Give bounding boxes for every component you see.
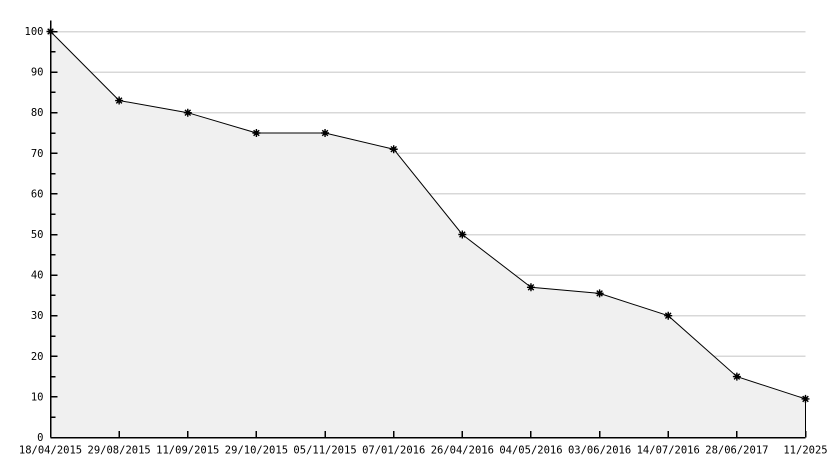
- x-tick-label: 14/07/2016: [637, 445, 700, 457]
- data-point-marker: [116, 98, 122, 103]
- x-tick-label: 28/06/2017: [705, 445, 768, 457]
- data-point-marker: [322, 130, 328, 136]
- y-tick-label: 40: [31, 270, 44, 282]
- series-line: [50, 31, 806, 400]
- y-tick-label: 90: [31, 67, 44, 79]
- data-point-marker: [185, 110, 190, 115]
- y-tick-label: 70: [31, 148, 44, 160]
- y-tick-label: 50: [31, 229, 44, 241]
- data-point-marker: [734, 374, 740, 379]
- y-tick-label: 30: [31, 310, 44, 322]
- x-tick-label: 03/06/2016: [568, 445, 631, 457]
- y-tick-label: 80: [31, 107, 44, 119]
- data-point-marker: [666, 313, 671, 318]
- y-tick-label: 60: [31, 188, 44, 200]
- x-tick-label: 29/10/2015: [225, 445, 288, 457]
- y-tick-label: 0: [37, 432, 43, 444]
- y-tick-label: 100: [25, 26, 44, 38]
- data-point-marker: [803, 396, 808, 402]
- y-tick-label: 10: [31, 391, 44, 403]
- x-tick-label: 26/04/2016: [431, 445, 494, 457]
- data-point-marker: [254, 130, 259, 136]
- data-point-marker: [460, 232, 465, 237]
- y-tick-label: 20: [31, 351, 44, 363]
- x-tick-label: 05/11/2015: [293, 445, 356, 457]
- x-tick-label: 11/09/2015: [156, 445, 219, 457]
- data-point-marker: [391, 147, 396, 152]
- x-tick-label: 29/08/2015: [88, 445, 151, 457]
- x-tick-label: 07/01/2016: [362, 445, 425, 457]
- x-tick-label: 11/2025: [783, 445, 827, 457]
- data-point-marker: [528, 285, 534, 290]
- data-point-marker: [597, 291, 602, 296]
- area-fill: [50, 31, 806, 438]
- x-tick-label: 18/04/2015: [19, 445, 82, 457]
- x-tick-label: 04/05/2016: [499, 445, 562, 457]
